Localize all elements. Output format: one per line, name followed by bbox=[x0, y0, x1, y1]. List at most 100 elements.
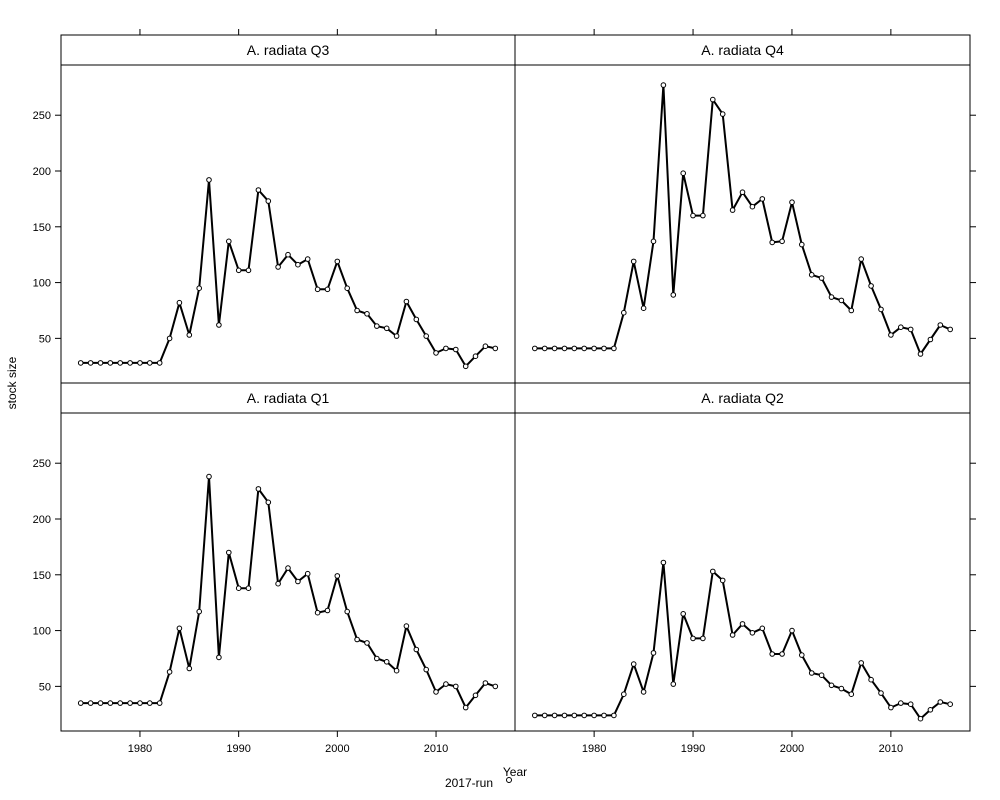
data-point bbox=[759, 625, 766, 632]
data-point bbox=[947, 326, 954, 333]
data-point bbox=[433, 350, 439, 356]
y-tick-label: 200 bbox=[33, 514, 51, 526]
data-point bbox=[295, 261, 301, 268]
panel-title: A. radiata Q4 bbox=[701, 42, 784, 58]
data-point bbox=[532, 345, 538, 352]
x-tick-label: 2010 bbox=[424, 743, 448, 755]
data-point bbox=[423, 333, 430, 339]
data-point bbox=[808, 272, 815, 278]
data-point bbox=[561, 345, 568, 352]
data-point bbox=[443, 345, 449, 352]
data-point bbox=[492, 345, 499, 352]
data-point bbox=[226, 549, 232, 556]
data-point bbox=[532, 712, 538, 719]
data-point bbox=[127, 700, 133, 706]
data-point bbox=[176, 299, 183, 306]
data-point bbox=[324, 286, 331, 293]
data-point bbox=[898, 324, 904, 331]
data-point bbox=[393, 667, 400, 674]
legend-label: 2017-run bbox=[445, 776, 493, 790]
data-point bbox=[789, 627, 795, 634]
data-point bbox=[621, 309, 627, 316]
data-point bbox=[314, 609, 321, 616]
x-tick-label: 1980 bbox=[582, 743, 606, 755]
data-point bbox=[334, 258, 341, 265]
data-point bbox=[630, 661, 637, 667]
data-point bbox=[779, 651, 785, 657]
data-point bbox=[670, 292, 677, 298]
data-point bbox=[117, 360, 123, 366]
data-point bbox=[216, 322, 222, 328]
y-tick-label: 150 bbox=[33, 570, 51, 582]
data-point bbox=[245, 267, 252, 274]
data-point bbox=[206, 473, 212, 480]
data-point bbox=[551, 712, 558, 719]
data-point bbox=[235, 267, 242, 274]
y-tick-label: 50 bbox=[39, 681, 51, 693]
x-tick-label: 1990 bbox=[681, 743, 705, 755]
data-point bbox=[403, 298, 410, 305]
data-point bbox=[601, 712, 607, 719]
data-point bbox=[344, 608, 351, 615]
data-point bbox=[640, 305, 647, 312]
data-point bbox=[888, 332, 894, 338]
data-point bbox=[690, 635, 696, 642]
data-point bbox=[453, 346, 459, 353]
data-point bbox=[719, 111, 726, 117]
data-point bbox=[541, 345, 548, 352]
data-point bbox=[87, 700, 94, 706]
y-tick-label: 250 bbox=[33, 110, 51, 122]
data-point bbox=[561, 712, 568, 719]
data-point bbox=[324, 607, 331, 614]
data-point bbox=[255, 187, 262, 193]
y-tick-label: 100 bbox=[33, 626, 51, 638]
data-point bbox=[630, 258, 637, 265]
data-point bbox=[354, 307, 360, 314]
data-point bbox=[917, 351, 924, 357]
data-point bbox=[769, 239, 776, 246]
data-point bbox=[907, 326, 914, 333]
data-point bbox=[472, 692, 479, 699]
data-point bbox=[156, 360, 163, 366]
data-point bbox=[749, 630, 756, 636]
data-point bbox=[344, 285, 351, 292]
data-point bbox=[87, 360, 94, 366]
data-point bbox=[700, 635, 706, 642]
data-point bbox=[226, 238, 232, 245]
data-point bbox=[581, 345, 588, 352]
data-point bbox=[186, 332, 193, 338]
data-point bbox=[759, 196, 766, 202]
data-point bbox=[383, 325, 390, 332]
panels-layer: A. radiata Q3 A. radiata Q4 A. radiata Q1 A… bbox=[60, 34, 971, 732]
data-point bbox=[571, 345, 578, 352]
data-point bbox=[107, 700, 114, 706]
panel-title: A. radiata Q1 bbox=[247, 390, 330, 406]
data-point bbox=[581, 712, 588, 719]
data-point bbox=[443, 681, 449, 687]
data-point bbox=[462, 704, 469, 711]
data-point bbox=[591, 712, 597, 719]
data-point bbox=[907, 701, 914, 708]
data-point bbox=[374, 323, 380, 329]
data-point bbox=[739, 189, 746, 195]
data-point bbox=[650, 238, 657, 245]
data-point bbox=[680, 611, 687, 617]
data-point bbox=[77, 360, 84, 366]
data-point bbox=[660, 82, 667, 88]
data-point bbox=[937, 699, 944, 705]
data-point bbox=[680, 170, 687, 176]
data-point bbox=[196, 608, 202, 615]
data-point bbox=[779, 238, 785, 245]
data-point bbox=[147, 700, 153, 706]
data-point bbox=[77, 700, 84, 706]
data-point bbox=[799, 652, 805, 658]
data-point bbox=[719, 577, 726, 584]
data-point bbox=[828, 682, 835, 689]
data-point bbox=[927, 336, 934, 343]
data-point bbox=[700, 212, 706, 219]
data-point bbox=[304, 256, 311, 262]
panel-frame bbox=[514, 382, 971, 732]
data-point bbox=[433, 689, 439, 695]
data-point bbox=[650, 650, 657, 656]
